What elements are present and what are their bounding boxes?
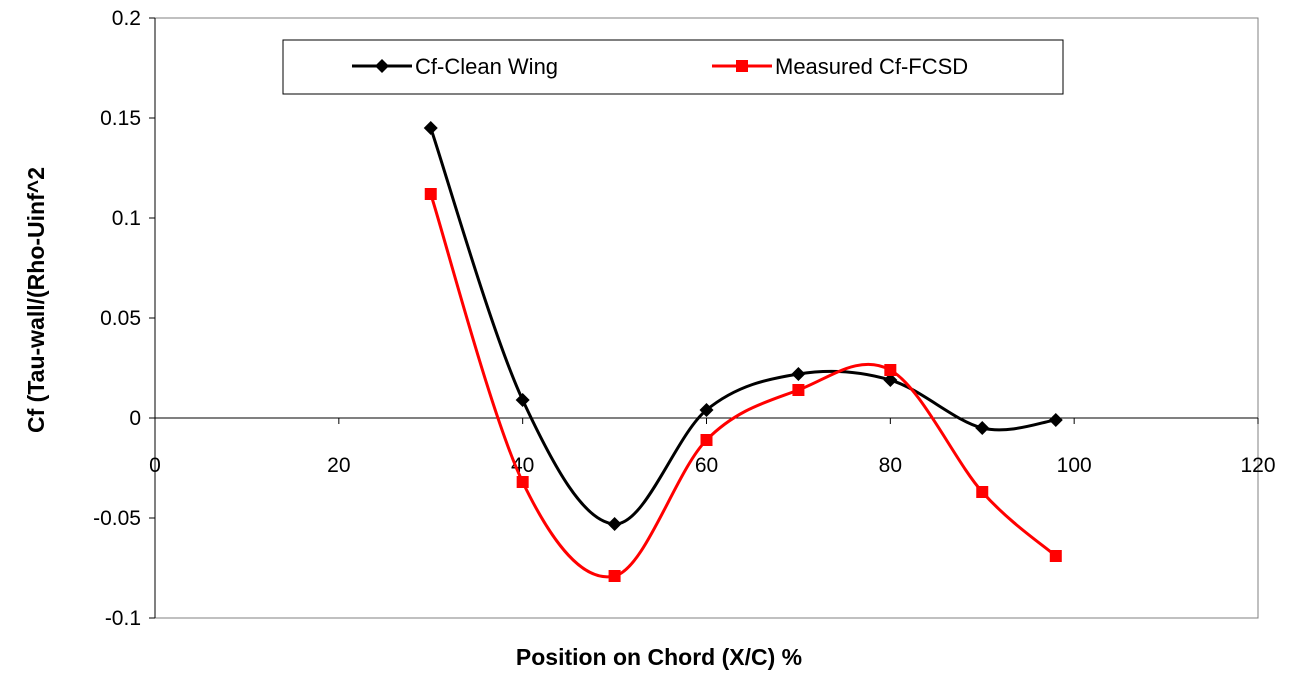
x-tick-label: 80 bbox=[879, 454, 902, 477]
data-point-clean-wing bbox=[883, 373, 898, 387]
x-tick-label: 20 bbox=[327, 454, 350, 477]
data-point-fcsd bbox=[516, 476, 529, 488]
x-tick-label: 0 bbox=[149, 454, 161, 477]
data-point-clean-wing bbox=[1048, 413, 1063, 427]
y-tick-group: 0.2 0.15 0.1 0.05 0 -0.05 -0.1 bbox=[93, 7, 155, 630]
series-line-fcsd bbox=[429, 193, 1057, 579]
data-point-clean-wing bbox=[515, 393, 530, 407]
data-point-fcsd bbox=[792, 384, 805, 396]
x-tick-label: 100 bbox=[1057, 454, 1092, 477]
x-tick-group: 0 20 40 60 80 100 120 bbox=[149, 418, 1276, 477]
legend-marker-fcsd bbox=[736, 60, 748, 72]
legend-label-clean-wing: Cf-Clean Wing bbox=[415, 54, 558, 79]
y-tick-label: -0.1 bbox=[105, 607, 141, 630]
y-tick-label: 0 bbox=[129, 407, 141, 430]
data-point-clean-wing bbox=[607, 517, 622, 531]
data-point-fcsd bbox=[424, 188, 437, 200]
data-point-fcsd bbox=[608, 570, 621, 582]
y-tick-label: 0.05 bbox=[100, 307, 141, 330]
y-tick-label: 0.15 bbox=[100, 107, 141, 130]
data-point-clean-wing bbox=[791, 367, 806, 381]
y-tick-label: 0.2 bbox=[112, 7, 141, 30]
data-point-fcsd bbox=[1049, 550, 1062, 562]
series-group bbox=[423, 121, 1063, 582]
x-tick-label: 120 bbox=[1240, 454, 1275, 477]
data-point-fcsd bbox=[884, 364, 897, 376]
legend-marker-clean-wing bbox=[375, 59, 389, 73]
plot-area bbox=[154, 17, 1259, 619]
legend-label-fcsd: Measured Cf-FCSD bbox=[775, 54, 968, 79]
data-point-clean-wing bbox=[975, 421, 990, 435]
y-tick-label: -0.05 bbox=[93, 507, 141, 530]
y-tick-label: 0.1 bbox=[112, 207, 141, 230]
legend: Cf-Clean Wing Measured Cf-FCSD bbox=[282, 39, 1064, 95]
y-axis-title: Cf (Tau-wall/(Rho-Uinf^2 bbox=[23, 167, 49, 433]
data-point-fcsd bbox=[976, 486, 989, 498]
x-tick-label: 60 bbox=[695, 454, 718, 477]
x-axis-title: Position on Chord (X/C) % bbox=[516, 644, 802, 670]
legend-box bbox=[282, 39, 1064, 95]
data-point-clean-wing bbox=[699, 403, 714, 417]
data-point-fcsd bbox=[700, 434, 713, 446]
data-point-clean-wing bbox=[423, 121, 438, 135]
